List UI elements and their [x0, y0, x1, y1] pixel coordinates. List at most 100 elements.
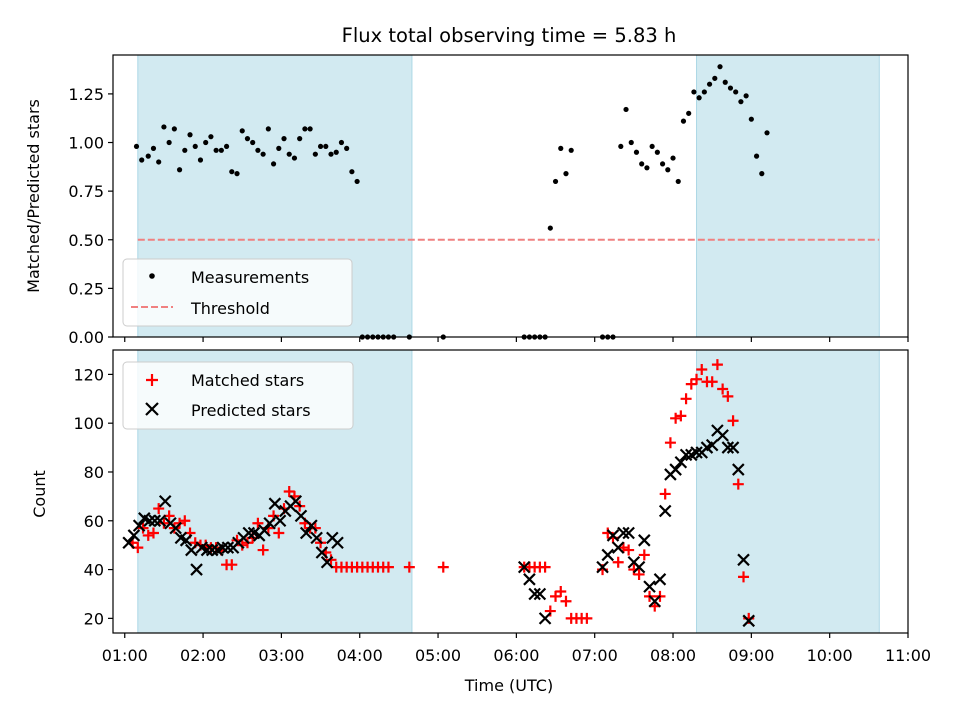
- predicted-stars-point: [632, 560, 646, 574]
- top-y-tick-label: 0.75: [68, 182, 104, 201]
- measurement-point: [307, 126, 313, 132]
- matched-stars-point: [555, 586, 567, 598]
- matched-stars-point: [727, 415, 739, 427]
- top-y-tick-label: 1.25: [68, 85, 104, 104]
- measurement-point: [675, 178, 681, 185]
- predicted-stars-point: [122, 536, 135, 550]
- predicted-stars-point: [273, 514, 287, 528]
- matched-stars-point: [403, 561, 415, 573]
- x-tick-label: 10:00: [807, 646, 853, 665]
- measurement-point: [223, 143, 230, 150]
- matched-stars-point: [659, 488, 671, 500]
- predicted-stars-point: [268, 497, 282, 510]
- measurement-point: [547, 225, 553, 231]
- measurement-point: [192, 143, 198, 150]
- measurement-point: [244, 136, 251, 142]
- measurement-point: [197, 157, 204, 163]
- predicted-stars-point: [648, 595, 662, 608]
- predicted-stars-point: [523, 573, 536, 586]
- legend-matched-label: Matched stars: [191, 371, 304, 390]
- x-tick-label: 04:00: [337, 646, 383, 665]
- bottom-y-tick-label: 120: [73, 365, 104, 384]
- x-tick-label: 03:00: [258, 646, 304, 665]
- predicted-stars-point: [638, 534, 651, 547]
- bottom-y-tick-label: 20: [84, 609, 104, 628]
- matched-stars-point: [257, 544, 269, 556]
- measurement-point: [733, 89, 739, 95]
- measurement-point: [312, 151, 318, 157]
- predicted-stars-point: [216, 541, 229, 554]
- bottom-y-tick-label: 100: [73, 414, 104, 433]
- measurement-point: [234, 171, 240, 177]
- measurement-point: [176, 167, 183, 173]
- measurement-point: [764, 130, 770, 136]
- measurement-point: [706, 81, 713, 87]
- predicted-stars-point: [742, 614, 756, 628]
- measurement-point: [156, 159, 162, 165]
- measurement-point: [563, 171, 569, 177]
- matched-stars-point: [539, 561, 551, 573]
- measurement-point: [717, 64, 723, 70]
- measurement-point: [291, 155, 298, 161]
- top-y-tick-label: 0.50: [68, 231, 104, 250]
- predicted-stars-point: [658, 504, 672, 518]
- measurement-point: [680, 118, 687, 124]
- matched-stars-point: [732, 478, 744, 490]
- measurement-point: [239, 128, 245, 134]
- x-tick-label: 08:00: [650, 646, 696, 665]
- predicted-stars-point: [200, 543, 214, 557]
- matched-stars-point: [623, 544, 635, 556]
- measurement-point: [139, 157, 145, 163]
- matched-stars-point: [696, 364, 708, 376]
- top-y-tick-label: 0.00: [68, 328, 104, 347]
- matched-stars-point: [711, 359, 723, 371]
- legend-matched-marker: [146, 374, 158, 386]
- matched-stars-point: [717, 383, 729, 395]
- measurement-point: [344, 145, 350, 151]
- predicted-stars-point: [263, 516, 276, 530]
- bottom-y-tick-label: 60: [84, 512, 104, 531]
- measurement-point: [748, 116, 754, 122]
- measurement-point: [145, 153, 151, 159]
- predicted-stars-point: [606, 529, 620, 542]
- predicted-stars-point: [596, 560, 609, 574]
- measurement-point: [633, 149, 640, 155]
- measurement-point: [712, 75, 718, 81]
- top-y-tick-label: 0.25: [68, 279, 104, 298]
- predicted-stars-point: [669, 463, 682, 476]
- measurement-point: [701, 89, 707, 95]
- x-tick-label: 01:00: [102, 646, 148, 665]
- measurement-point: [286, 151, 292, 157]
- measurement-point: [182, 147, 188, 153]
- top-shaded-span: [696, 54, 880, 338]
- predicted-stars-point: [517, 560, 531, 574]
- predicted-stars-point: [127, 529, 141, 542]
- top-axes-frame: [112, 54, 909, 338]
- matched-stars-point: [544, 605, 556, 617]
- predicted-stars-point: [690, 446, 703, 459]
- bottom-shaded-span: [696, 349, 880, 634]
- measurement-point: [665, 167, 671, 173]
- matched-stars-point: [638, 549, 650, 561]
- measurement-point: [317, 143, 324, 150]
- measurement-point: [150, 145, 157, 151]
- measurement-point: [558, 145, 564, 151]
- measurement-point: [618, 143, 624, 150]
- x-tick-label: 06:00: [493, 646, 539, 665]
- predicted-stars-point: [190, 563, 203, 576]
- bottom-y-tick-label: 40: [84, 561, 104, 580]
- x-tick-label: 05:00: [415, 646, 461, 665]
- top-legend-box: [122, 258, 353, 327]
- matched-stars-point: [722, 390, 734, 402]
- predicted-stars-point: [305, 519, 318, 532]
- matched-stars-point: [147, 527, 159, 539]
- measurement-point: [691, 89, 697, 95]
- predicted-stars-point: [294, 509, 308, 523]
- measurement-point: [255, 147, 261, 153]
- measurement-point: [639, 161, 645, 167]
- measurement-point: [753, 153, 760, 159]
- measurement-point: [270, 161, 277, 167]
- predicted-stars-point: [242, 526, 256, 540]
- predicted-stars-point: [533, 587, 547, 601]
- matched-stars-point: [437, 561, 449, 573]
